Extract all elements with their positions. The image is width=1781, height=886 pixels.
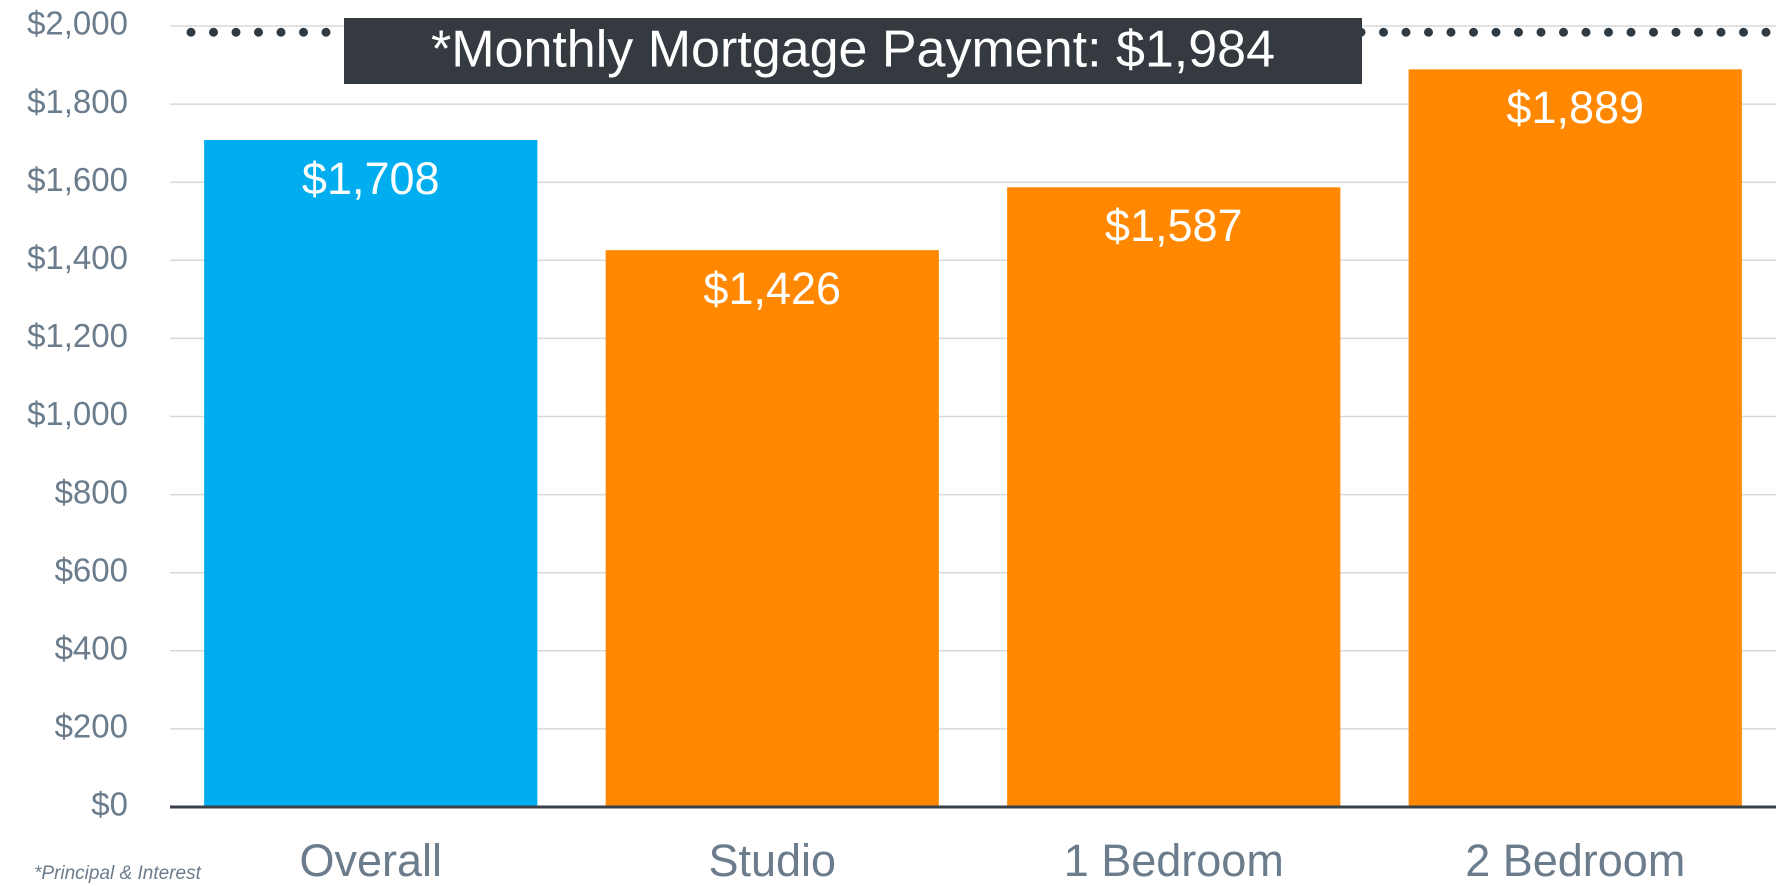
y-tick-label: $1,600: [27, 161, 128, 198]
annotation-text: *Monthly Mortgage Payment: $1,984: [431, 21, 1275, 79]
y-tick-label: $600: [55, 551, 128, 588]
bar: [1408, 69, 1742, 807]
y-tick-label: $400: [55, 630, 128, 667]
value-label: $1,587: [1105, 200, 1243, 251]
value-label: $1,708: [302, 153, 440, 204]
y-tick-label: $1,800: [27, 83, 128, 120]
y-tick-label: $0: [91, 786, 128, 823]
bar: [605, 250, 939, 808]
y-tick-label: $1,200: [27, 317, 128, 354]
bar: [1007, 187, 1341, 808]
value-label: $1,426: [703, 263, 841, 314]
y-tick-label: $800: [55, 473, 128, 510]
x-tick-label: 2 Bedroom: [1465, 835, 1685, 886]
footnote: *Principal & Interest: [34, 863, 202, 884]
bar: [204, 140, 538, 807]
x-tick-label: Studio: [708, 835, 836, 886]
y-tick-label: $1,000: [27, 395, 128, 432]
y-tick-label: $1,400: [27, 239, 128, 276]
y-tick-label: $200: [55, 708, 128, 745]
y-tick-label: $2,000: [27, 5, 128, 42]
x-tick-label: 1 Bedroom: [1064, 835, 1284, 886]
value-label: $1,889: [1506, 82, 1644, 133]
x-tick-label: Overall: [299, 835, 442, 886]
annotation-box: [344, 18, 1362, 84]
